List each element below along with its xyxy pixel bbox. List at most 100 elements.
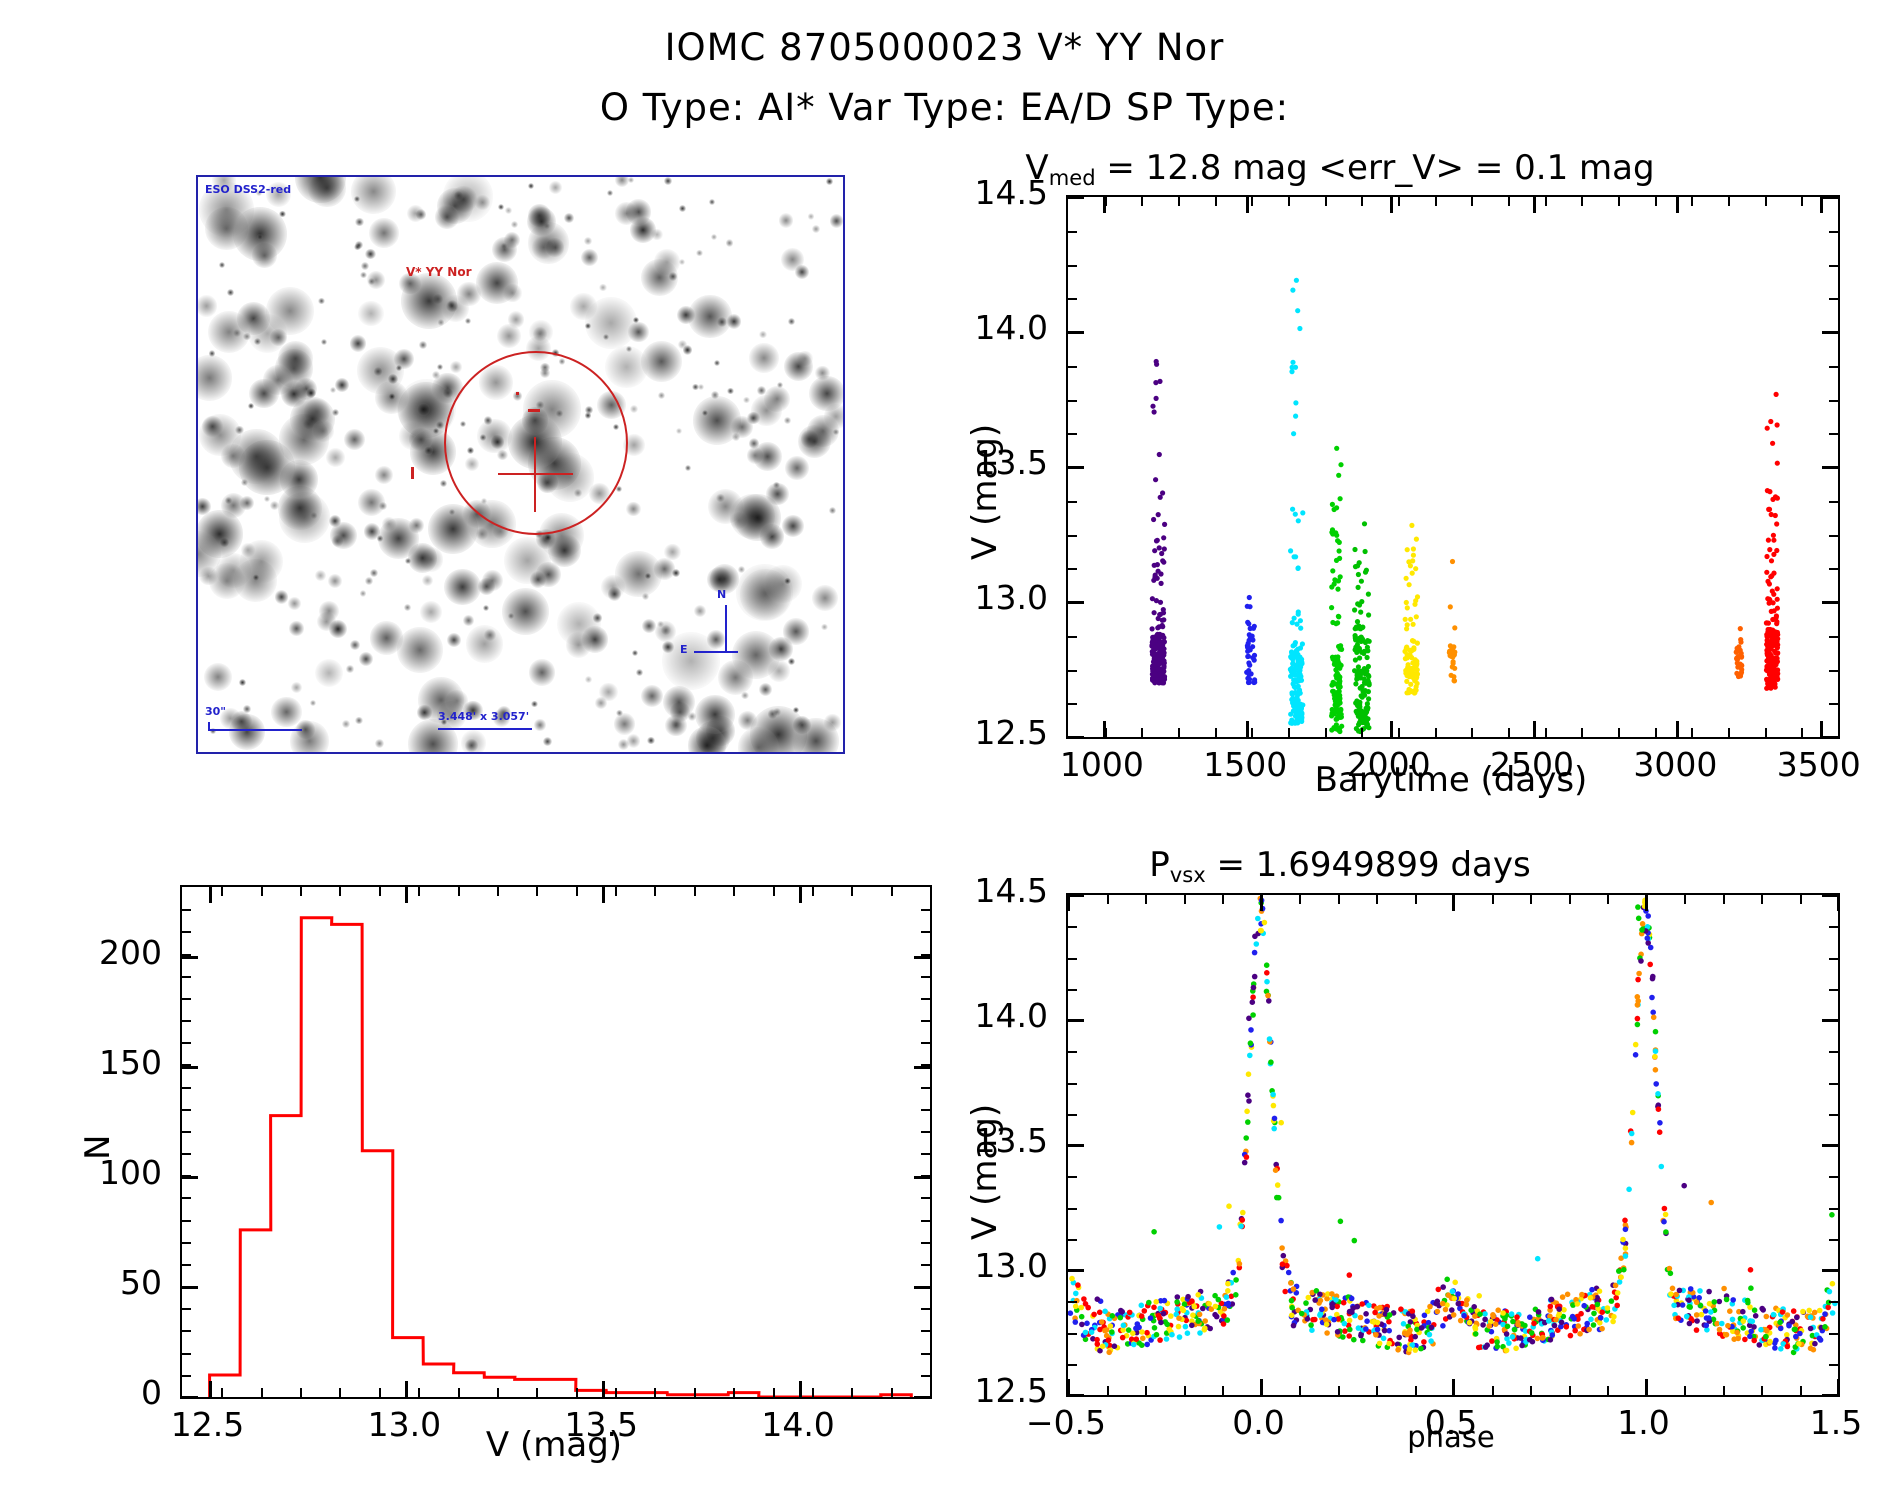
x-tick xyxy=(208,887,212,903)
y-minor-tick xyxy=(1068,1082,1077,1085)
star-blob xyxy=(369,217,399,248)
y-minor-tick xyxy=(1829,669,1838,672)
x-minor-tick xyxy=(772,887,775,896)
star-blob xyxy=(828,506,837,515)
y-minor-tick xyxy=(1068,988,1077,991)
x-minor-tick xyxy=(1801,728,1804,737)
star-blob xyxy=(212,177,236,192)
star-blob xyxy=(640,684,663,708)
star-blob xyxy=(692,383,699,390)
star-blob xyxy=(346,665,354,673)
x-minor-tick xyxy=(260,887,263,896)
star-blob xyxy=(807,213,815,220)
star-blob xyxy=(682,345,693,355)
star-blob xyxy=(388,393,395,400)
x-minor-tick xyxy=(1398,197,1400,206)
star-blob xyxy=(614,177,629,187)
crosshair-mark-top xyxy=(528,409,540,412)
star-blob xyxy=(748,342,779,373)
star-blob xyxy=(247,403,254,410)
y-minor-tick xyxy=(1068,635,1077,638)
x-minor-tick xyxy=(1607,1386,1609,1395)
x-minor-tick xyxy=(1214,197,1217,206)
x-tick xyxy=(602,887,606,903)
star-blob xyxy=(731,631,780,680)
y-minor-tick xyxy=(921,997,930,1000)
y-tick-label: 14.0 xyxy=(974,996,1048,1035)
star-blob xyxy=(798,424,832,458)
x-minor-tick xyxy=(654,1388,657,1397)
star-blob xyxy=(417,402,431,416)
x-minor-tick xyxy=(693,887,696,896)
y-minor-tick xyxy=(1068,1363,1077,1366)
star-blob xyxy=(256,234,263,241)
star-blob xyxy=(274,590,289,604)
y-minor-tick xyxy=(921,1197,930,1200)
star-blob xyxy=(243,704,252,713)
x-tick xyxy=(405,1381,409,1397)
y-minor-tick xyxy=(1068,1270,1077,1272)
lightcurve-plot[interactable] xyxy=(1066,195,1840,739)
y-tick xyxy=(914,956,930,960)
star-blob xyxy=(726,314,742,329)
x-minor-tick xyxy=(1684,1386,1686,1395)
star-blob xyxy=(255,190,262,197)
star-blob xyxy=(354,240,363,249)
star-blob xyxy=(353,195,360,202)
y-minor-tick xyxy=(1068,602,1077,604)
x-minor-tick xyxy=(1299,1386,1301,1395)
star-blob xyxy=(664,543,681,560)
star-blob xyxy=(684,465,691,472)
star-blob xyxy=(710,233,718,241)
star-blob xyxy=(711,391,719,399)
star-blob xyxy=(599,283,607,292)
star-blob xyxy=(507,311,525,328)
x-minor-tick xyxy=(1260,895,1263,904)
x-minor-tick xyxy=(1530,895,1532,904)
y-tick xyxy=(182,1396,198,1399)
star-blob xyxy=(463,615,474,626)
x-tick xyxy=(1389,197,1393,213)
scalebar-line xyxy=(208,729,302,731)
star-blob xyxy=(241,543,255,557)
star-blob xyxy=(717,317,728,328)
star-blob xyxy=(662,641,675,654)
star-blob xyxy=(736,564,793,622)
star-blob xyxy=(320,338,327,345)
x-minor-tick xyxy=(1722,895,1725,904)
star-blob xyxy=(374,465,393,484)
star-blob xyxy=(740,568,791,620)
x-minor-tick xyxy=(1471,197,1474,206)
star-blob xyxy=(209,563,246,600)
star-blob xyxy=(501,587,550,635)
y-tick xyxy=(1068,1394,1084,1397)
star-blob xyxy=(655,620,677,642)
y-minor-tick xyxy=(182,1374,191,1377)
x-tick-label: 1500 xyxy=(1203,745,1288,784)
histogram-plot[interactable] xyxy=(180,885,932,1399)
x-minor-tick xyxy=(1761,895,1763,904)
star-blob xyxy=(792,707,799,714)
star-blob xyxy=(670,717,683,729)
x-minor-tick xyxy=(693,1388,696,1397)
star-blob xyxy=(661,631,721,691)
star-blob xyxy=(358,488,386,516)
star-blob xyxy=(676,428,683,435)
x-minor-tick xyxy=(1491,1386,1494,1395)
x-minor-tick xyxy=(1607,895,1609,904)
x-minor-tick xyxy=(1260,1386,1263,1395)
north-label: N xyxy=(717,588,727,601)
phase-plot[interactable] xyxy=(1066,893,1840,1397)
y-minor-tick xyxy=(1068,1332,1077,1335)
star-blob xyxy=(360,261,370,271)
y-minor-tick xyxy=(1068,669,1077,672)
star-blob xyxy=(476,261,518,304)
star-blob xyxy=(713,360,720,367)
star-blob xyxy=(310,699,317,706)
star-blob xyxy=(308,177,346,207)
star-blob xyxy=(829,214,843,228)
x-minor-tick xyxy=(1581,728,1584,737)
y-minor-tick xyxy=(1829,635,1838,638)
star-blob xyxy=(642,593,649,600)
finder-chart[interactable]: V* YY Nor ESO DSS2-red 30" 3.448' x 3.05… xyxy=(196,175,845,754)
